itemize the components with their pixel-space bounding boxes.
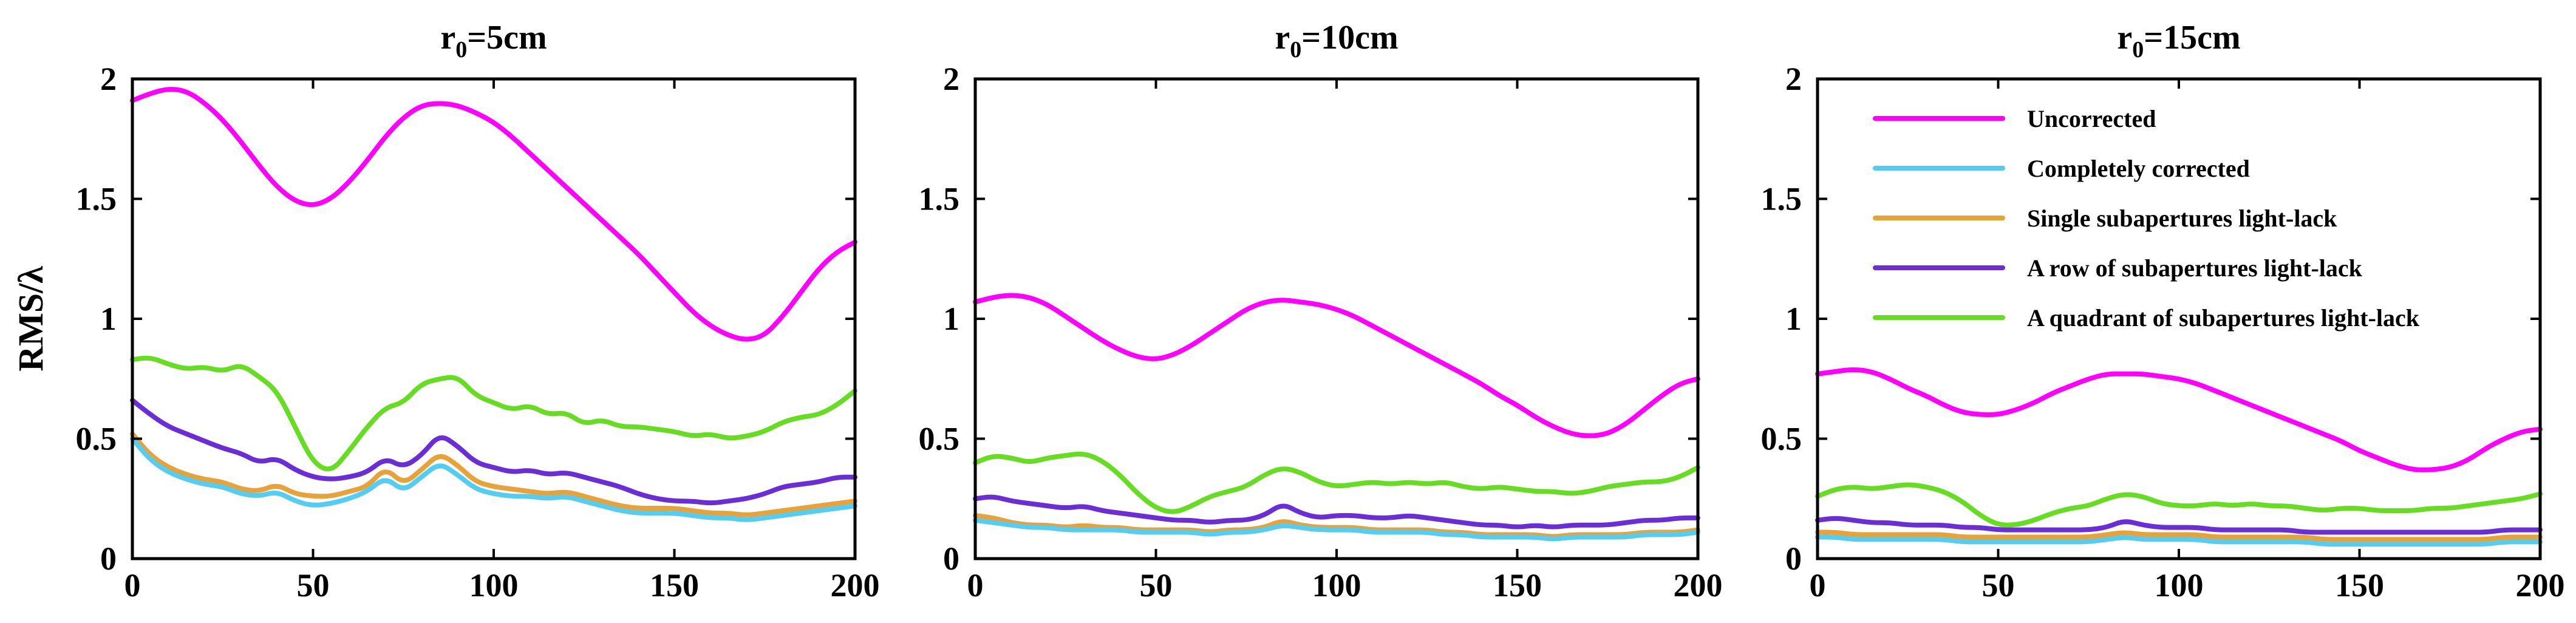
y-tick-label: 0.5 (76, 421, 117, 457)
y-tick-label: 1 (100, 301, 117, 337)
x-tick-label: 150 (1493, 567, 1542, 604)
legend-label-single: Single subapertures light-lack (2027, 205, 2337, 232)
x-tick-label: 50 (1140, 567, 1173, 604)
chart-title: r0=15cm (2117, 19, 2240, 63)
series-line-row (1815, 516, 2543, 535)
chart-title-main: r (440, 19, 455, 56)
x-tick-label: 100 (469, 567, 519, 604)
series-line-quadrant (1815, 482, 2543, 528)
x-tick-label: 200 (2516, 567, 2565, 604)
y-tick-label: 1.5 (1761, 181, 1802, 217)
series-line-uncorrected (973, 293, 1700, 438)
x-tick-label: 100 (2155, 567, 2204, 604)
x-tick-label: 150 (2335, 567, 2384, 604)
chart-title: r0=10cm (1275, 19, 1398, 63)
chart-title-rest: =5cm (467, 19, 547, 56)
series-line-complete (973, 517, 1700, 542)
legend-label-row: A row of subapertures light-lack (2027, 254, 2363, 282)
x-tick-label: 50 (1982, 567, 2015, 604)
series-line-quadrant (973, 451, 1700, 514)
x-tick-label: 0 (124, 567, 141, 604)
legend: Uncorrected Completely corrected Single su… (1873, 105, 2420, 332)
chart-title-rest: =10cm (1301, 19, 1398, 56)
x-tick-label: 0 (967, 567, 984, 604)
y-tick-label: 0 (100, 540, 117, 577)
y-tick-label: 2 (943, 61, 959, 97)
series-line-uncorrected (130, 87, 857, 342)
chart-panel-3: 0 50 100 150 20000.511.52r0=15cmUncorrectedC… (1761, 19, 2565, 604)
series-line-uncorrected (1815, 367, 2543, 472)
chart-title-main: r (2117, 19, 2132, 56)
legend-label-complete: Completely corrected (2027, 155, 2250, 182)
x-tick-label: 150 (650, 567, 699, 604)
x-tick-label: 200 (1674, 567, 1723, 604)
x-tick-label: 200 (831, 567, 880, 604)
y-tick-label: 0.5 (1761, 421, 1802, 457)
legend-label-quadrant: A quadrant of subapertures light-lack (2027, 304, 2420, 332)
series-line-row (130, 398, 857, 506)
chart-title-sub: 0 (1290, 37, 1301, 63)
legend-label-uncorrected: Uncorrected (2027, 105, 2156, 132)
y-tick-label: 0 (1785, 540, 1802, 577)
y-tick-label: 1 (943, 301, 959, 337)
x-tick-label: 0 (1810, 567, 1826, 604)
series-line-quadrant (130, 355, 857, 472)
chart-title-rest: =15cm (2144, 19, 2240, 56)
chart-title-sub: 0 (2132, 37, 2144, 63)
chart-title: r0=5cm (440, 19, 547, 63)
series-line-complete (1815, 534, 2543, 547)
y-tick-label: 1 (1785, 301, 1802, 337)
y-axis-label: RMS/λ (11, 266, 50, 372)
y-tick-label: 1.5 (76, 181, 117, 217)
series-line-single (130, 431, 857, 517)
series-line-single (1815, 529, 2543, 542)
chart-title-main: r (1275, 19, 1290, 56)
x-tick-label: 50 (297, 567, 330, 604)
series-line-complete (130, 436, 857, 522)
x-tick-label: 100 (1312, 567, 1361, 604)
series-line-row (973, 494, 1700, 529)
y-tick-label: 2 (1785, 61, 1802, 97)
chart-title-sub: 0 (455, 37, 467, 63)
y-tick-label: 1.5 (919, 181, 960, 217)
y-tick-label: 0 (943, 540, 959, 577)
y-tick-label: 0.5 (919, 421, 960, 457)
y-tick-label: 2 (100, 61, 117, 97)
